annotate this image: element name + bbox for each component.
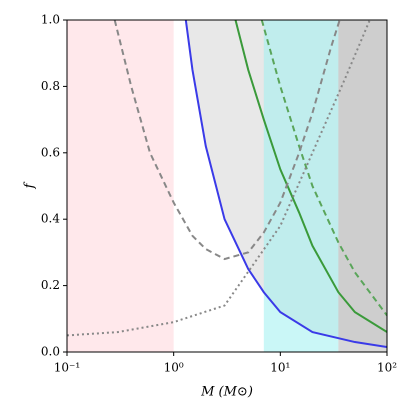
x-tick-label: 10¹	[270, 361, 290, 375]
plot-area	[67, 20, 387, 352]
shaded-region	[263, 20, 339, 352]
curve	[113, 20, 341, 261]
y-tick-label: 0.2	[41, 278, 60, 292]
y-tick-label: 0.0	[41, 345, 60, 359]
curve	[234, 20, 387, 333]
x-tick-label: 10⁻¹	[54, 361, 80, 375]
y-axis-label: f	[23, 181, 38, 189]
curve	[67, 20, 371, 337]
plot-frame	[66, 19, 388, 353]
shaded-region	[67, 20, 174, 352]
y-tick-label: 0.6	[41, 145, 60, 159]
x-axis-label: M (M⊙)	[200, 385, 253, 400]
y-tick-label: 1.0	[41, 13, 60, 27]
curve	[184, 20, 387, 349]
y-tick-label: 0.4	[41, 212, 60, 226]
x-tick-label: 10²	[377, 361, 397, 375]
shaded-region	[338, 20, 387, 352]
x-tick-label: 10⁰	[164, 361, 184, 375]
y-tick-label: 0.8	[41, 79, 60, 93]
curve	[260, 20, 387, 317]
